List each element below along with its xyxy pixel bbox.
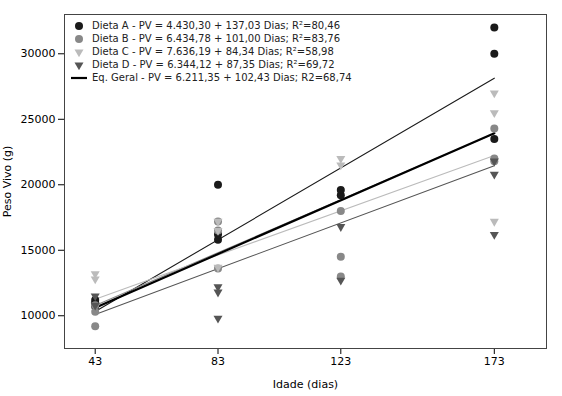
- svg-text:83: 83: [211, 355, 225, 368]
- svg-text:Idade (dias): Idade (dias): [273, 378, 338, 391]
- svg-text:10000: 10000: [21, 309, 56, 322]
- svg-text:123: 123: [330, 355, 351, 368]
- html-text:Dieta C - PV = 7.636,19 + 84,3: Dieta C - PV = 7.636,19 + 84,34 Dias; R²…: [92, 46, 334, 57]
- svg-text:25000: 25000: [21, 113, 56, 126]
- svg-text:43: 43: [88, 355, 102, 368]
- html-text:Dieta A - PV = 4.430,30 + 137,: Dieta A - PV = 4.430,30 + 137,03 Dias; R…: [92, 20, 340, 31]
- html-text:Dieta B - PV = 6.434,78 + 101,: Dieta B - PV = 6.434,78 + 101,00 Dias; R…: [92, 33, 341, 44]
- svg-text:15000: 15000: [21, 244, 56, 257]
- svg-text:Peso Vivo (g): Peso Vivo (g): [1, 146, 14, 218]
- svg-text:20000: 20000: [21, 178, 56, 191]
- svg-text:173: 173: [484, 355, 505, 368]
- html-text:Dieta D - PV = 6.344,12 + 87,3: Dieta D - PV = 6.344,12 + 87,35 Dias; R²…: [92, 59, 335, 70]
- svg-text:30000: 30000: [21, 47, 56, 60]
- html-text:Eq. Geral - PV = 6.211,35 + 10: Eq. Geral - PV = 6.211,35 + 102,43 Dias;…: [92, 72, 352, 83]
